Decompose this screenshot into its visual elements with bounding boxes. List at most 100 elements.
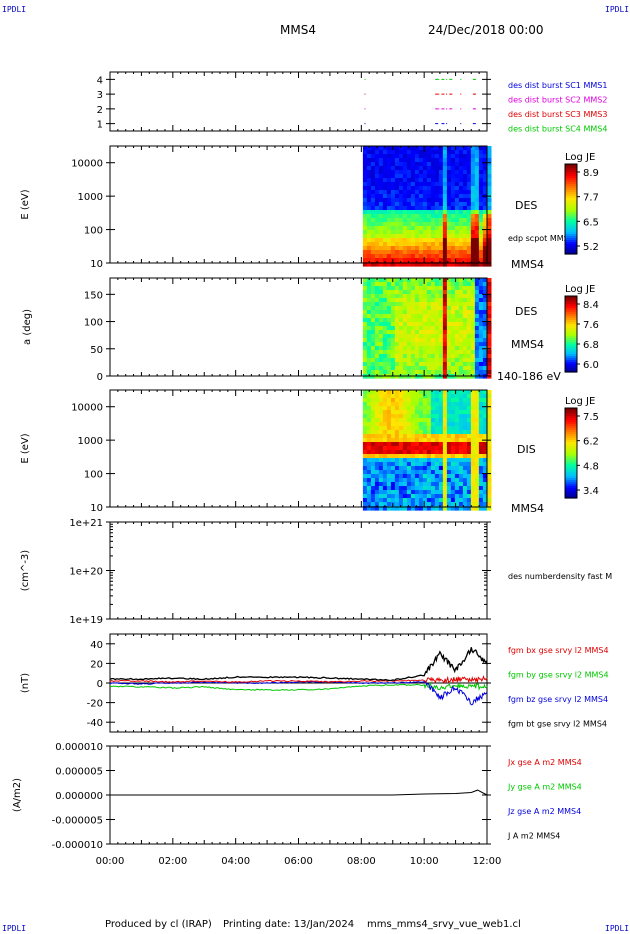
- heatmap-cell: [414, 478, 420, 483]
- heatmap-cell: [446, 390, 452, 395]
- colorbar-band: [565, 422, 577, 425]
- heatmap-cell: [430, 146, 436, 151]
- colorbar-band: [565, 496, 577, 499]
- heatmap-cell: [442, 246, 448, 251]
- heatmap-cell: [462, 430, 468, 435]
- heatmap-cell: [450, 158, 456, 163]
- heatmap-cell: [462, 242, 468, 247]
- heatmap-cell: [430, 498, 436, 503]
- burst-y-tick-label: 2: [97, 105, 103, 116]
- heatmap-cell: [474, 362, 480, 367]
- current-y-tick-label: -0.000005: [52, 816, 103, 827]
- heatmap-cell: [478, 462, 484, 467]
- heatmap-cell: [486, 338, 492, 343]
- heatmap-cell: [398, 490, 404, 495]
- heatmap-cell: [386, 498, 392, 503]
- burst-y-tick-label: 4: [97, 75, 103, 86]
- heatmap-cell: [406, 458, 412, 463]
- heatmap-cell: [430, 390, 436, 395]
- heatmap-cell: [418, 262, 424, 267]
- heatmap-cell: [438, 506, 444, 511]
- heatmap-cell: [478, 422, 484, 427]
- heatmap-cell: [446, 490, 452, 495]
- colorbar-band: [565, 352, 577, 355]
- heatmap-cell: [430, 442, 436, 447]
- heatmap-cell: [462, 438, 468, 443]
- heatmap-cell: [482, 334, 488, 339]
- heatmap-cell: [482, 418, 488, 423]
- heatmap-cell: [398, 262, 404, 267]
- heatmap-cell: [486, 250, 492, 255]
- colorbar-band: [565, 188, 577, 191]
- heatmap-cell: [454, 234, 460, 239]
- heatmap-cell: [478, 174, 484, 179]
- heatmap-cell: [362, 242, 368, 247]
- heatmap-cell: [462, 406, 468, 411]
- colorbar-band: [565, 344, 577, 347]
- heatmap-cell: [466, 426, 472, 431]
- heatmap-cell: [438, 398, 444, 403]
- heatmap-cell: [406, 282, 412, 287]
- heatmap-cell: [366, 186, 372, 191]
- heatmap-cell: [382, 238, 388, 243]
- heatmap-cell: [442, 426, 448, 431]
- heatmap-cell: [398, 150, 404, 155]
- heatmap-cell: [474, 238, 480, 243]
- heatmap-cell: [446, 234, 452, 239]
- heatmap-cell: [426, 234, 432, 239]
- heatmap-cell: [370, 250, 376, 255]
- heatmap-cell: [474, 366, 480, 371]
- colorbar-band: [565, 410, 577, 413]
- heatmap-cell: [378, 254, 384, 259]
- heatmap-cell: [478, 222, 484, 227]
- heatmap-cell: [426, 442, 432, 447]
- heatmap-cell: [390, 454, 396, 459]
- des-pitch-energy-range: 140-186 eV: [497, 370, 561, 383]
- heatmap-cell: [386, 342, 392, 347]
- heatmap-cell: [474, 254, 480, 259]
- heatmap-cell: [458, 310, 464, 315]
- heatmap-cell: [362, 426, 368, 431]
- heatmap-cell: [470, 234, 476, 239]
- heatmap-cell: [458, 414, 464, 419]
- heatmap-cell: [470, 306, 476, 311]
- heatmap-cell: [430, 218, 436, 223]
- heatmap-cell: [442, 502, 448, 507]
- heatmap-cell: [482, 158, 488, 163]
- heatmap-cell: [462, 194, 468, 199]
- heatmap-cell: [446, 210, 452, 215]
- heatmap-cell: [446, 186, 452, 191]
- heatmap-cell: [482, 294, 488, 299]
- heatmap-cell: [382, 246, 388, 251]
- heatmap-cell: [386, 354, 392, 359]
- heatmap-cell: [438, 306, 444, 311]
- heatmap-cell: [418, 190, 424, 195]
- heatmap-cell: [366, 486, 372, 491]
- heatmap-cell: [430, 278, 436, 283]
- heatmap-cell: [370, 402, 376, 407]
- heatmap-cell: [370, 310, 376, 315]
- heatmap-cell: [446, 302, 452, 307]
- footer-printing-date: Printing date: 13/Jan/2024: [223, 919, 355, 930]
- heatmap-cell: [478, 466, 484, 471]
- heatmap-cell: [410, 326, 416, 331]
- bfield-series-line: [109, 681, 488, 691]
- heatmap-cell: [438, 234, 444, 239]
- heatmap-cell: [486, 394, 492, 399]
- heatmap-cell: [370, 486, 376, 491]
- heatmap-cell: [482, 502, 488, 507]
- heatmap-cell: [394, 294, 400, 299]
- heatmap-cell: [366, 214, 372, 219]
- colorbar-band: [565, 186, 577, 189]
- heatmap-cell: [410, 342, 416, 347]
- heatmap-cell: [378, 390, 384, 395]
- heatmap-cell: [370, 230, 376, 235]
- heatmap-cell: [430, 406, 436, 411]
- heatmap-cell: [450, 174, 456, 179]
- heatmap-cell: [478, 194, 484, 199]
- heatmap-cell: [362, 418, 368, 423]
- heatmap-cell: [378, 370, 384, 375]
- heatmap-cell: [362, 446, 368, 451]
- heatmap-cell: [414, 402, 420, 407]
- heatmap-cell: [458, 434, 464, 439]
